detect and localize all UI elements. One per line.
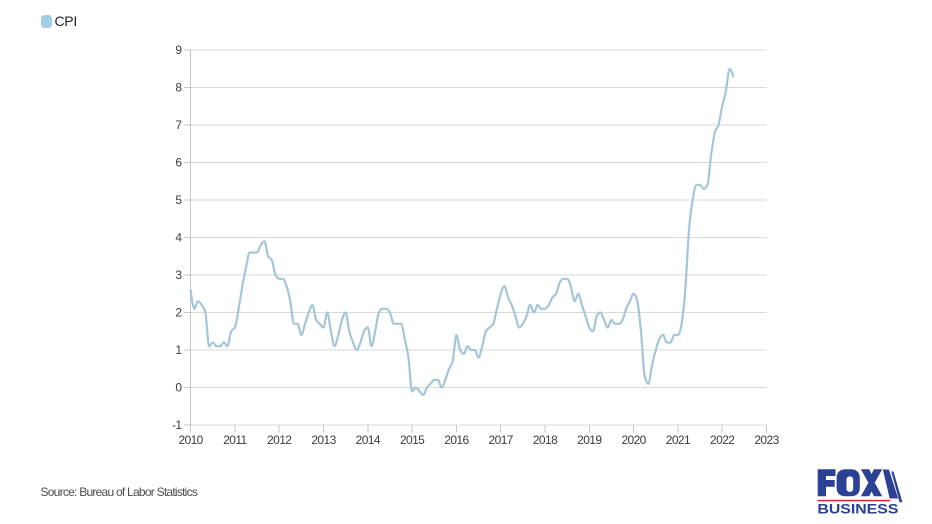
svg-text:2016: 2016	[444, 433, 469, 447]
svg-text:7: 7	[175, 118, 182, 132]
svg-text:2011: 2011	[223, 433, 247, 447]
svg-text:3: 3	[175, 268, 182, 282]
svg-text:2021: 2021	[666, 433, 691, 447]
svg-text:2019: 2019	[577, 433, 602, 447]
svg-text:2022: 2022	[710, 433, 735, 447]
svg-text:8: 8	[175, 81, 182, 95]
svg-text:2014: 2014	[356, 433, 381, 447]
svg-text:2: 2	[175, 306, 182, 320]
svg-text:6: 6	[175, 156, 182, 170]
svg-text:-1: -1	[172, 418, 182, 432]
svg-text:5: 5	[175, 193, 182, 207]
svg-text:2012: 2012	[267, 433, 292, 447]
svg-text:2020: 2020	[621, 433, 646, 447]
svg-text:9: 9	[175, 43, 182, 57]
svg-text:2010: 2010	[178, 433, 203, 447]
svg-text:2015: 2015	[400, 433, 425, 447]
svg-text:2017: 2017	[489, 433, 514, 447]
svg-text:2023: 2023	[754, 433, 779, 447]
svg-text:0: 0	[175, 381, 182, 395]
svg-text:2013: 2013	[311, 433, 336, 447]
svg-text:BUSINESS: BUSINESS	[817, 501, 898, 514]
svg-text:1: 1	[175, 343, 182, 357]
svg-text:4: 4	[175, 231, 182, 245]
svg-text:2018: 2018	[533, 433, 558, 447]
